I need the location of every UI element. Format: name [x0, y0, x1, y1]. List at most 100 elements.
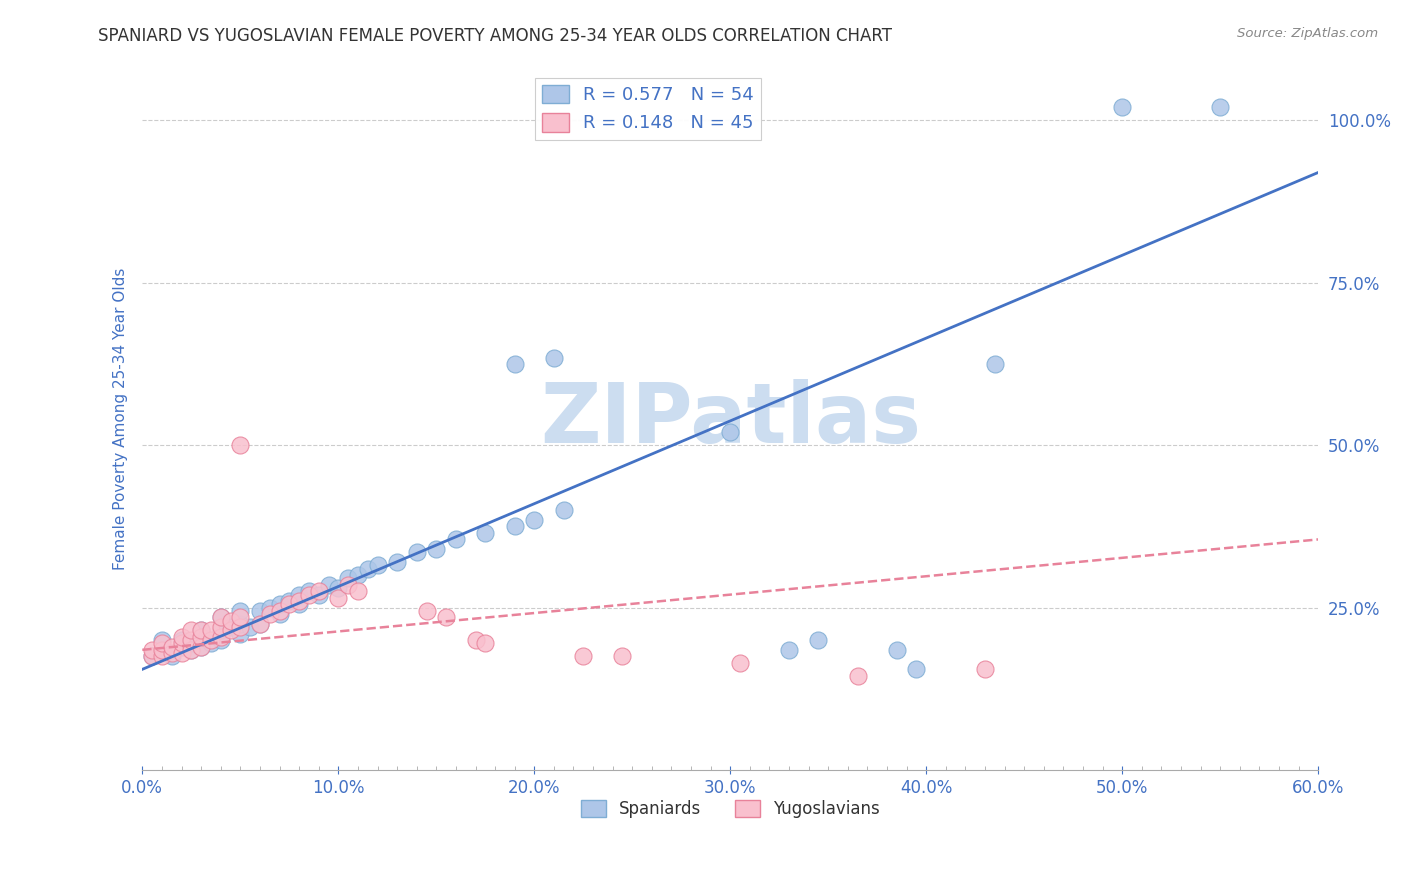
Point — [543, 351, 565, 365]
Point — [318, 578, 340, 592]
Point — [337, 578, 360, 592]
Point — [259, 607, 281, 621]
Point — [219, 614, 242, 628]
Point — [308, 588, 330, 602]
Point — [347, 568, 370, 582]
Point — [572, 649, 595, 664]
Point — [150, 643, 173, 657]
Point — [219, 620, 242, 634]
Point — [298, 584, 321, 599]
Point — [385, 555, 408, 569]
Point — [180, 624, 202, 638]
Point — [328, 581, 350, 595]
Point — [209, 620, 232, 634]
Point — [170, 646, 193, 660]
Point — [503, 357, 526, 371]
Point — [415, 604, 437, 618]
Point — [160, 649, 183, 664]
Point — [190, 640, 212, 654]
Point — [249, 604, 271, 618]
Point — [288, 598, 311, 612]
Y-axis label: Female Poverty Among 25-34 Year Olds: Female Poverty Among 25-34 Year Olds — [114, 268, 128, 571]
Point — [425, 542, 447, 557]
Text: SPANIARD VS YUGOSLAVIAN FEMALE POVERTY AMONG 25-34 YEAR OLDS CORRELATION CHART: SPANIARD VS YUGOSLAVIAN FEMALE POVERTY A… — [98, 27, 893, 45]
Point — [190, 640, 212, 654]
Point — [150, 643, 173, 657]
Point — [905, 662, 928, 676]
Point — [249, 616, 271, 631]
Point — [308, 584, 330, 599]
Point — [1209, 101, 1232, 115]
Point — [150, 633, 173, 648]
Point — [229, 616, 252, 631]
Text: ZIPatlas: ZIPatlas — [540, 379, 921, 459]
Point — [474, 636, 496, 650]
Point — [190, 630, 212, 644]
Point — [150, 636, 173, 650]
Point — [160, 646, 183, 660]
Point — [259, 600, 281, 615]
Point — [288, 588, 311, 602]
Point — [474, 525, 496, 540]
Text: Source: ZipAtlas.com: Source: ZipAtlas.com — [1237, 27, 1378, 40]
Point — [180, 633, 202, 648]
Point — [209, 610, 232, 624]
Point — [141, 643, 163, 657]
Point — [229, 438, 252, 452]
Point — [190, 624, 212, 638]
Point — [357, 561, 380, 575]
Point — [807, 633, 830, 648]
Point — [170, 630, 193, 644]
Point — [278, 598, 301, 612]
Point — [278, 594, 301, 608]
Point — [160, 640, 183, 654]
Point — [239, 620, 262, 634]
Point — [209, 624, 232, 638]
Point — [229, 604, 252, 618]
Point — [190, 630, 212, 644]
Point — [1111, 101, 1133, 115]
Point — [200, 633, 222, 648]
Point — [269, 598, 291, 612]
Point — [444, 533, 467, 547]
Point — [200, 624, 222, 638]
Point — [984, 357, 1007, 371]
Point — [886, 643, 908, 657]
Point — [612, 649, 634, 664]
Point — [503, 519, 526, 533]
Point — [170, 636, 193, 650]
Point — [434, 610, 457, 624]
Point — [219, 624, 242, 638]
Point — [328, 591, 350, 605]
Point — [718, 425, 741, 440]
Point — [200, 636, 222, 650]
Point — [229, 610, 252, 624]
Point — [180, 643, 202, 657]
Point — [288, 594, 311, 608]
Point — [553, 503, 575, 517]
Point — [150, 649, 173, 664]
Point — [141, 649, 163, 664]
Point — [180, 636, 202, 650]
Point — [190, 624, 212, 638]
Point — [405, 545, 427, 559]
Point — [298, 588, 321, 602]
Point — [249, 616, 271, 631]
Point — [141, 649, 163, 664]
Point — [728, 656, 751, 670]
Point — [337, 571, 360, 585]
Point — [523, 513, 546, 527]
Point — [209, 610, 232, 624]
Point — [170, 633, 193, 648]
Point — [347, 584, 370, 599]
Point — [180, 643, 202, 657]
Point — [464, 633, 486, 648]
Point — [846, 669, 869, 683]
Point — [366, 558, 388, 573]
Point — [974, 662, 997, 676]
Point — [229, 626, 252, 640]
Point — [269, 604, 291, 618]
Point — [209, 633, 232, 648]
Point — [170, 640, 193, 654]
Point — [229, 620, 252, 634]
